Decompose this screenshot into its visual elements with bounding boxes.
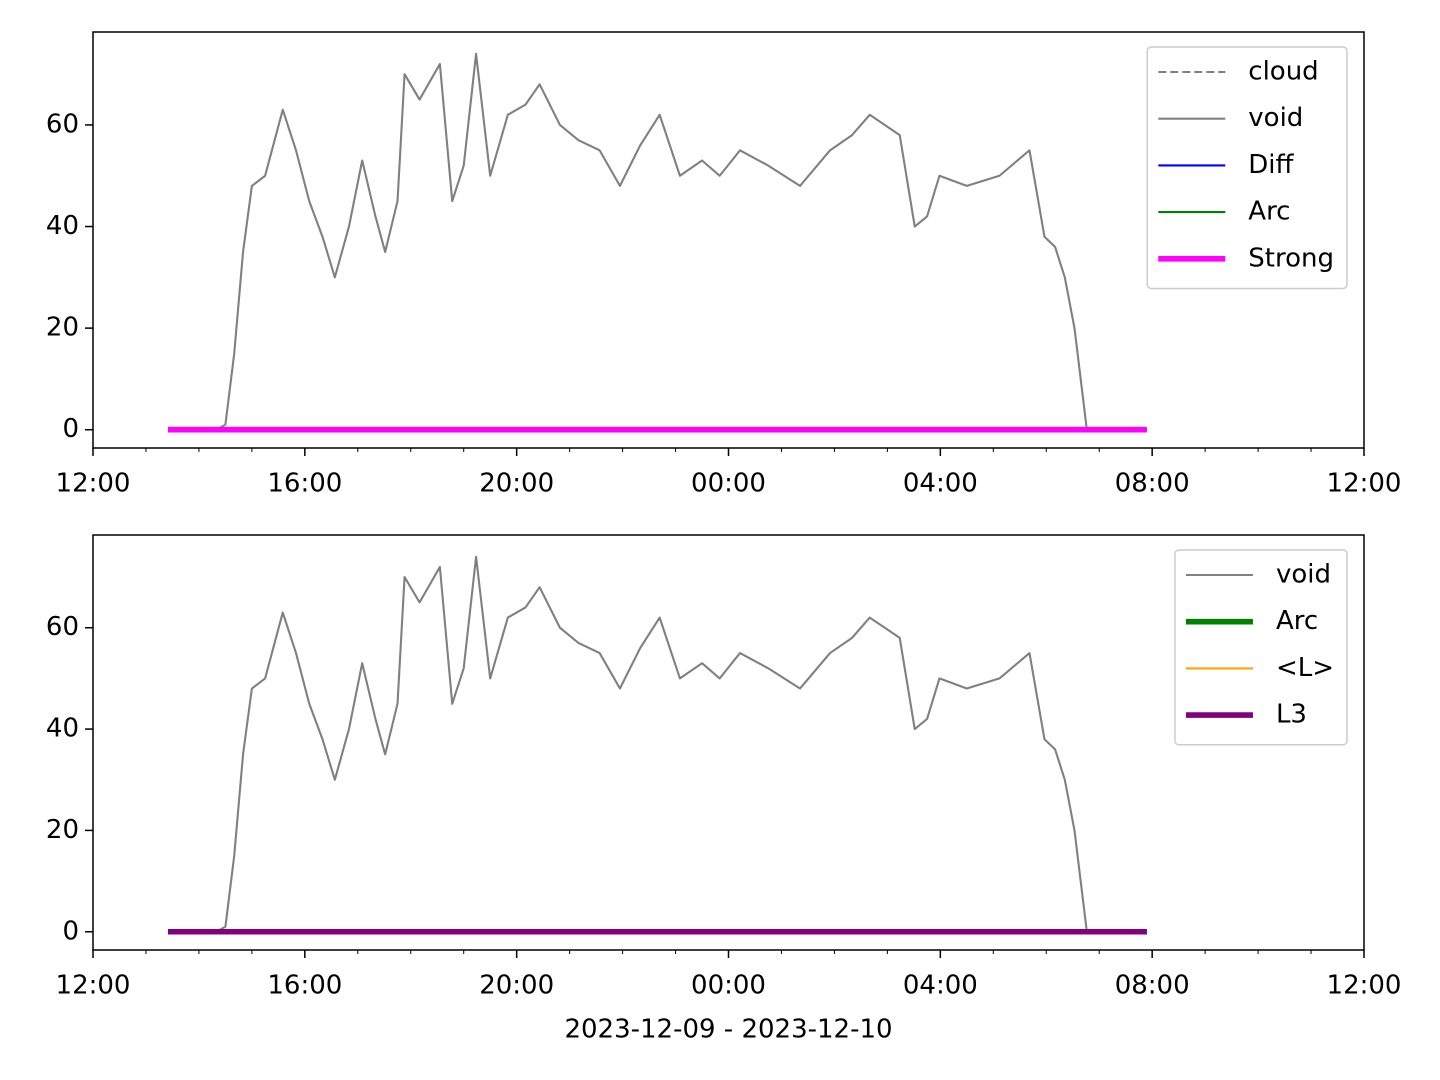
x-tick-label: 12:00	[56, 469, 131, 499]
y-tick-label: 60	[46, 612, 79, 642]
x-tick-label: 00:00	[691, 971, 766, 1001]
x-tick-label: 12:00	[1327, 469, 1402, 499]
y-tick-label: 0	[62, 916, 79, 946]
y-tick-label: 20	[46, 313, 79, 343]
y-tick-label: 0	[62, 414, 79, 444]
legend-label: Diff	[1248, 150, 1294, 180]
x-tick-label: 12:00	[1327, 971, 1402, 1001]
x-tick-label: 00:00	[691, 469, 766, 499]
x-tick-label: 08:00	[1115, 971, 1190, 1001]
x-tick-label: 20:00	[479, 971, 554, 1001]
legend-label: void	[1248, 103, 1303, 133]
legend-label: Arc	[1248, 197, 1290, 227]
series-line	[216, 555, 1088, 933]
legend: void Arc <L> L3	[1174, 549, 1348, 746]
legend-label: cloud	[1248, 57, 1318, 87]
x-tick-label: 08:00	[1115, 469, 1190, 499]
y-tick-label: 20	[46, 815, 79, 845]
axes-frame	[92, 31, 1365, 449]
series-line	[216, 52, 1088, 431]
legend-box	[1174, 549, 1348, 746]
axes-frame	[92, 534, 1365, 951]
legend-label: Strong	[1248, 243, 1334, 273]
x-tick-label: 04:00	[903, 469, 978, 499]
legend-label: L3	[1276, 700, 1307, 730]
x-axis-label: 2023-12-09 - 2023-12-10	[564, 1015, 892, 1045]
legend-box	[1146, 46, 1348, 290]
legend-label: Arc	[1276, 606, 1318, 636]
legend-label: <L>	[1276, 653, 1334, 683]
x-tick-label: 12:00	[56, 971, 131, 1001]
x-tick-label: 16:00	[267, 971, 342, 1001]
x-tick-label: 16:00	[267, 469, 342, 499]
x-tick-label: 04:00	[903, 971, 978, 1001]
legend: cloud void Diff Arc Strong	[1146, 46, 1348, 290]
y-tick-label: 60	[46, 109, 79, 139]
y-tick-label: 40	[46, 714, 79, 744]
legend-label: void	[1276, 560, 1331, 590]
y-tick-label: 40	[46, 211, 79, 241]
x-tick-label: 20:00	[479, 469, 554, 499]
